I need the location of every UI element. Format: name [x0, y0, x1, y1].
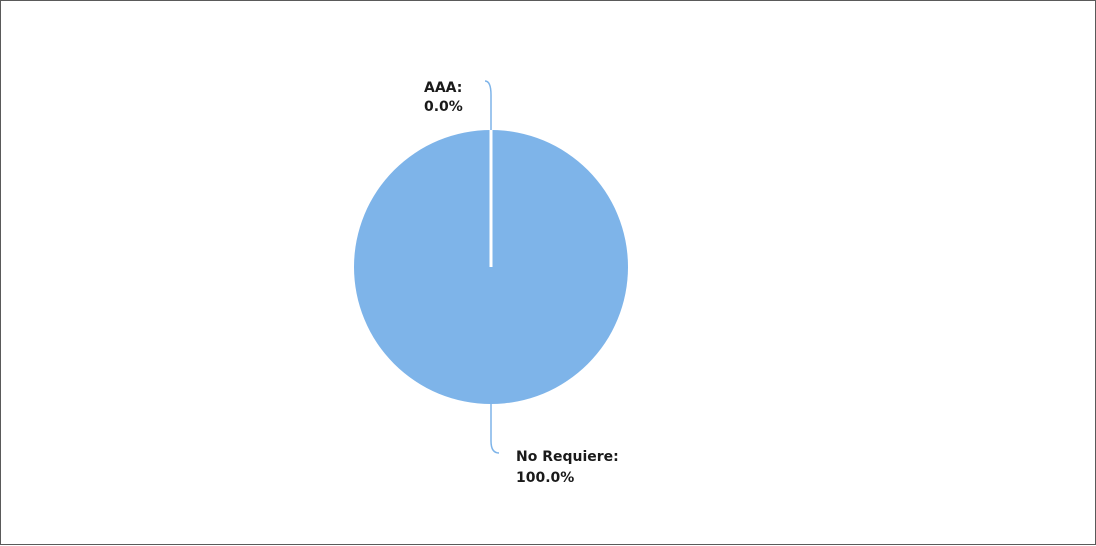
- slice-label-no-requiere: No Requiere:: [516, 449, 619, 465]
- leader-lines: [484, 80, 500, 454]
- leader-line-aaa: [484, 80, 492, 130]
- pie-slices: [354, 130, 628, 404]
- slice-label-aaa: AAA:: [424, 80, 462, 96]
- leader-line-no-requiere: [490, 404, 500, 454]
- slice-percent-no-requiere: 100.0%: [516, 470, 574, 486]
- data-labels: AAA: 0.0% No Requiere: 100.0%: [424, 80, 619, 486]
- slice-percent-aaa: 0.0%: [424, 99, 463, 115]
